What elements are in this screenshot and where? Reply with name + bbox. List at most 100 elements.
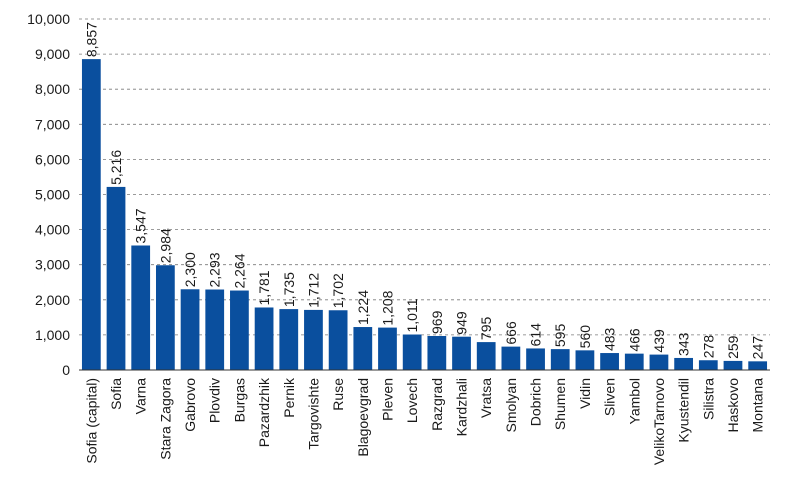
bar (230, 290, 249, 370)
category-label: Razgrad (429, 378, 445, 431)
bar-value-label: 969 (429, 310, 445, 334)
category-label: Smolyan (503, 378, 519, 432)
bar (427, 335, 447, 370)
bar-value-label: 2,984 (157, 228, 173, 263)
bar (402, 334, 422, 370)
bar (723, 360, 743, 370)
category-label: Ruse (330, 378, 346, 411)
y-tick-label: 10,000 (27, 11, 70, 27)
category-labels: Sofia (capital) Sofia Varna Stara Zagora Gab… (83, 377, 765, 465)
category-label: Plovdiv (207, 378, 223, 423)
category-label: Shumen (552, 378, 568, 430)
bar-value-label: 614 (528, 323, 544, 347)
bar (81, 59, 101, 371)
category-label: Stara Zagora (157, 378, 173, 460)
category-label: Sofia (108, 378, 124, 410)
bar (501, 346, 521, 370)
category-label: VelikoTarnovo (651, 378, 667, 465)
category-label: Montana (750, 378, 766, 433)
category-label: Pleven (379, 378, 395, 421)
category-label: Targovishte (305, 378, 321, 450)
bar-value-label: 483 (602, 327, 618, 351)
bar (279, 309, 299, 370)
bar-value-label: 1,712 (305, 273, 321, 308)
y-tick-label: 7,000 (35, 116, 70, 132)
bar-value-label: 1,781 (256, 270, 272, 305)
category-label: Gabrovo (182, 378, 198, 432)
bar-value-label: 795 (478, 317, 494, 341)
category-label: Pazardzhik (256, 377, 272, 447)
bar-value-label: 595 (552, 324, 568, 348)
bar-value-label: 439 (651, 329, 667, 353)
bar-value-label: 949 (454, 311, 470, 335)
y-tick-label: 1,000 (35, 327, 70, 343)
bars (81, 59, 768, 371)
bar-value-label: 2,264 (231, 253, 247, 288)
bar-value-label: 1,735 (281, 272, 297, 307)
y-tick-label: 9,000 (35, 46, 70, 62)
bar (180, 289, 200, 370)
category-label: Vidin (577, 378, 593, 409)
bar-value-label: 247 (750, 336, 766, 360)
bar (476, 342, 496, 370)
bar (550, 349, 570, 370)
bar (748, 361, 768, 370)
bar (600, 353, 619, 370)
bar-value-label: 3,547 (133, 208, 149, 243)
value-labels: 8,857 5,216 3,547 2,984 2,300 2,293 2,264 1,781… (83, 22, 765, 359)
y-tick-label: 8,000 (35, 81, 70, 97)
y-tick-label: 6,000 (35, 151, 70, 167)
bar (254, 307, 274, 370)
category-label: Lovech (404, 378, 420, 423)
bar (452, 336, 471, 370)
category-label: Burgas (231, 378, 247, 422)
category-label: Blagoevgrad (355, 378, 371, 457)
bar (353, 327, 373, 370)
bar (624, 353, 644, 370)
bar (205, 289, 225, 370)
bar-value-label: 560 (577, 325, 593, 349)
bar (526, 348, 545, 370)
bar-value-label: 5,216 (108, 150, 124, 185)
category-label: Sliven (602, 378, 618, 416)
category-label: Varna (133, 378, 149, 415)
category-label: Silistra (700, 378, 716, 420)
bar-value-label: 466 (626, 328, 642, 352)
bar-value-label: 1,208 (379, 290, 395, 325)
bar (304, 309, 323, 370)
bar-value-label: 259 (725, 335, 741, 359)
category-label: Yambol (626, 378, 642, 424)
bar (106, 186, 126, 370)
bar (131, 245, 151, 370)
y-tick-label: 5,000 (35, 187, 70, 203)
y-axis-ticks: 0 1,000 2,000 3,000 4,000 5,000 6,000 7,000 8,00… (27, 11, 70, 378)
bar-value-label: 278 (700, 335, 716, 359)
bar-value-label: 2,300 (182, 252, 198, 287)
bar (155, 265, 175, 370)
bar (649, 354, 669, 370)
category-label: Pernik (281, 377, 297, 418)
y-tick-label: 0 (62, 362, 70, 378)
bar-value-label: 343 (676, 332, 692, 356)
bar-value-label: 1,702 (330, 273, 346, 308)
bar (575, 350, 595, 370)
y-tick-label: 3,000 (35, 257, 70, 273)
category-label: Haskovo (725, 378, 741, 433)
bar-value-label: 666 (503, 321, 519, 345)
bar (328, 310, 348, 370)
bar-value-label: 2,293 (207, 252, 223, 287)
y-tick-label: 2,000 (35, 292, 70, 308)
category-label: Kyustendil (676, 378, 692, 443)
category-label: Sofia (capital) (83, 378, 99, 464)
bar (674, 357, 694, 370)
category-label: Dobrich (528, 378, 544, 426)
bar-value-label: 1,224 (355, 290, 371, 325)
category-label: Kardzhali (454, 378, 470, 436)
y-tick-label: 4,000 (35, 222, 70, 238)
bar-value-label: 1,011 (404, 298, 420, 332)
bar (698, 360, 718, 370)
bar (378, 327, 397, 370)
bar-value-label: 8,857 (83, 22, 99, 57)
category-label: Vratsa (478, 378, 494, 418)
